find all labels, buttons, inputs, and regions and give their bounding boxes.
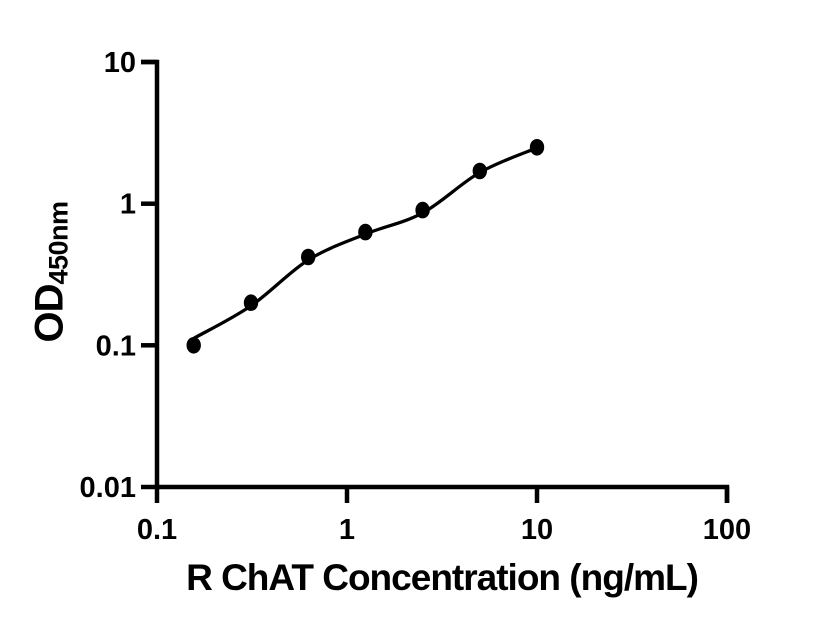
y-tick-label-0.1: 0.1 [96,330,136,362]
x-tick-label-10: 10 [521,514,553,546]
x-tick-label-1: 1 [339,514,355,546]
data-point [415,201,430,219]
fit-line [192,146,538,340]
y-tick-label-1: 1 [120,189,136,221]
data-point [243,294,259,312]
y-axis-title-main: OD [27,284,72,343]
data-point [301,248,316,266]
x-axis-title: R ChAT Concentration (ng/mL) [186,557,699,598]
y-tick-label-0.01: 0.01 [80,472,136,504]
data-point [186,337,201,354]
y-tick-label-10: 10 [104,47,136,79]
data-point [472,162,487,180]
x-tick-label-0.1: 0.1 [137,514,177,546]
x-tick-label-100: 100 [703,514,751,546]
axis-frame [141,59,730,503]
y-axis-title: OD450nm [27,201,74,343]
y-axis-title-subscript: 450nm [43,201,74,285]
data-point [358,223,373,241]
data-point [529,139,545,156]
